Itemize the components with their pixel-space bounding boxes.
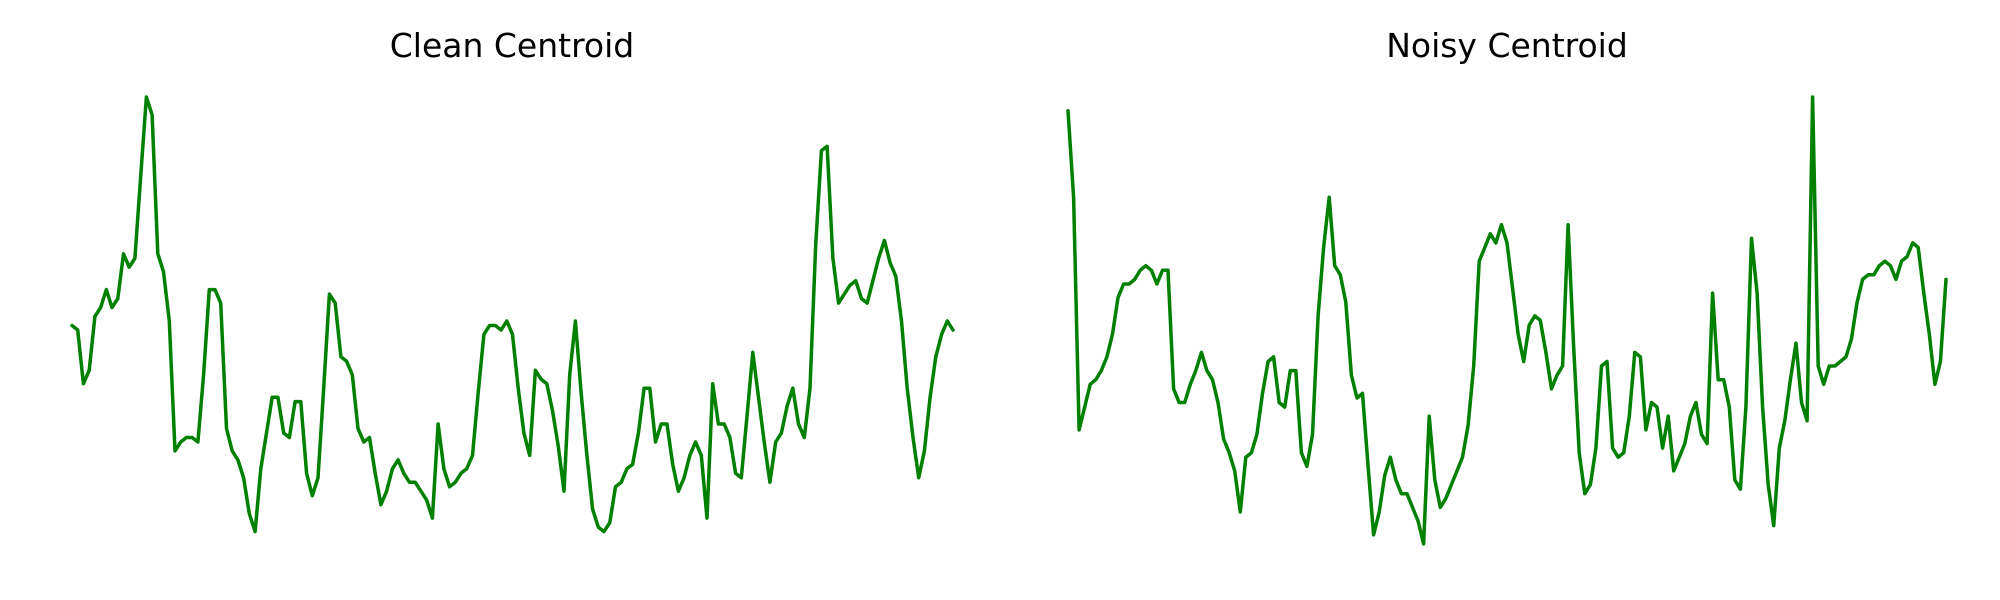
chart-title: Clean Centroid [390, 26, 635, 65]
noisy-centroid-line [1066, 95, 1948, 546]
clean-centroid-line [70, 95, 955, 534]
chart-title: Noisy Centroid [1386, 26, 1628, 65]
noisy-centroid-panel: Noisy Centroid [1066, 26, 1948, 546]
clean-centroid-panel: Clean Centroid [70, 26, 955, 534]
